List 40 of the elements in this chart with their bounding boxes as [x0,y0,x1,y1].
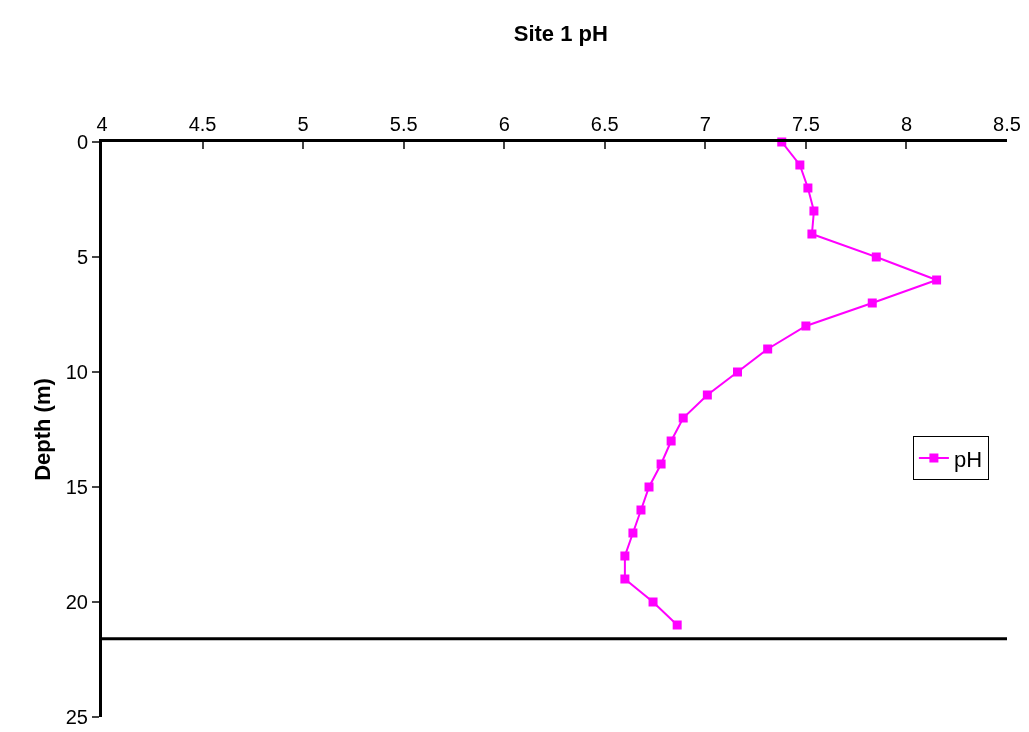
point [807,229,817,239]
point [795,160,805,170]
x-tick-label: 8.5 [993,113,1021,135]
point [702,390,712,400]
point [763,344,773,354]
x-tick-label: 6.5 [590,113,619,135]
point [733,367,743,377]
point [656,459,666,469]
y-tick-label: 20 [65,591,88,613]
y-tick-label: 0 [76,131,88,153]
point [636,505,646,515]
legend-label: pH [953,446,983,472]
y-tick-label: 5 [76,246,88,268]
x-tick-label: 7.5 [791,113,820,135]
point [801,321,811,331]
x-tick-label: 8 [900,113,912,135]
x-tick-label: 5 [297,113,309,135]
point [628,528,638,538]
x-tick-label: 6 [498,113,510,135]
y-tick-label: 25 [65,706,88,728]
point [678,413,688,423]
y-axis-title: Depth (m) [29,378,55,481]
x-tick-label: 4 [96,113,108,135]
point [809,206,819,216]
point [648,597,658,607]
point [666,436,676,446]
x-tick-label: 5.5 [389,113,418,135]
point [803,183,813,193]
point [644,482,654,492]
point [672,620,682,630]
y-tick-label: 15 [65,476,88,498]
chart-title: Site 1 pH [513,21,608,47]
point [620,574,630,584]
point [871,252,881,262]
point [867,298,877,308]
x-tick-label: 7 [699,113,711,135]
point [620,551,630,561]
point [932,275,942,285]
x-tick-label: 4.5 [188,113,217,135]
y-tick-label: 10 [65,361,88,383]
